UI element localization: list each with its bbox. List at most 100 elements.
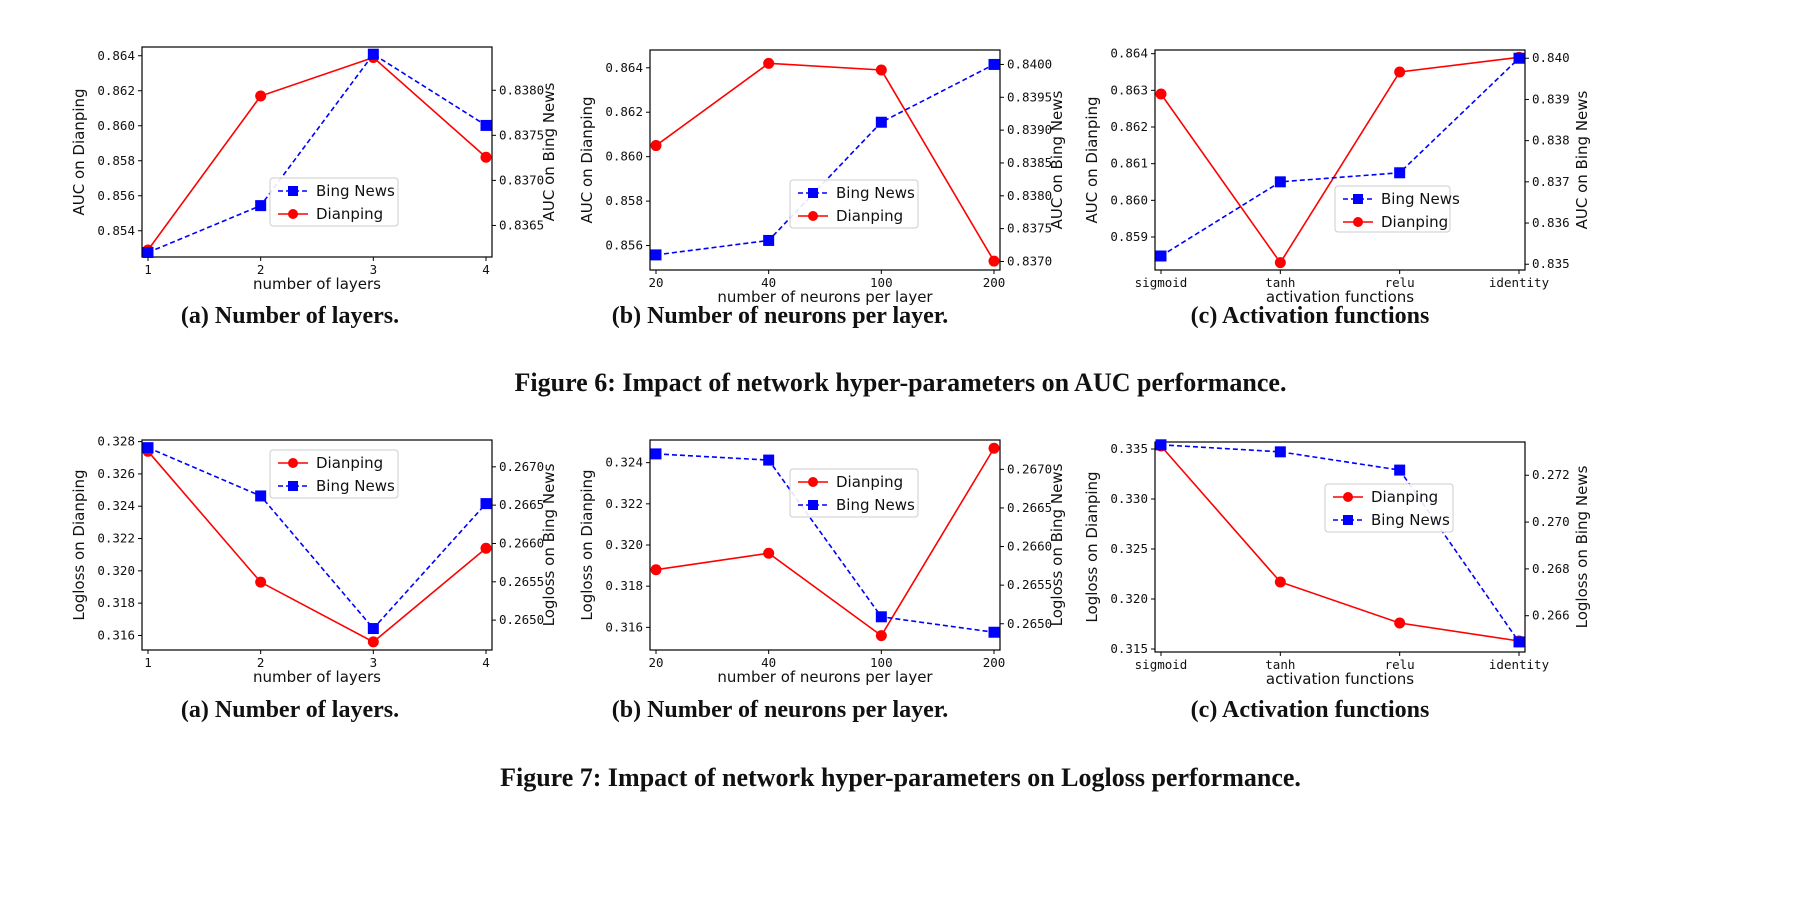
series-line-bing-news [1160, 444, 1520, 643]
y-tick-label: 0.860 [97, 118, 135, 133]
x-axis-label: number of neurons per layer [717, 288, 933, 306]
y-tick-label: 0.856 [605, 238, 643, 253]
chart-fig6-c-svg: sigmoid tanh relu identity 0.859 0.860 0.861 0.… [1083, 46, 1591, 306]
y2-tick-label: 0.8380 [1007, 188, 1052, 203]
y-axis-label: Logloss on Dianping [1083, 471, 1101, 622]
subcaption-fig6-b: (b) Number of neurons per layer. [611, 303, 949, 329]
legend-marker-bing-news [288, 481, 298, 491]
y2-tick-label: 0.270 [1532, 514, 1570, 529]
x-tick-label: 1 [144, 655, 152, 670]
point-bing-news [875, 116, 887, 128]
y-axis-label: AUC on Dianping [578, 96, 596, 223]
point-dianping [763, 547, 775, 559]
legend-marker-dianping [808, 477, 818, 487]
y2-tick-label: 0.272 [1532, 467, 1570, 482]
subcaption-fig7-a: (a) Number of layers. [180, 697, 400, 723]
x-tick-label: relu [1385, 657, 1415, 672]
y2-tick-label: 0.2650 [1007, 616, 1052, 631]
point-dianping [255, 90, 267, 102]
y2-tick-label: 0.8395 [1007, 89, 1052, 104]
point-dianping [1155, 88, 1167, 100]
y2-tick-label: 0.2650 [499, 612, 544, 627]
figure-6-caption: Figure 6: Impact of network hyper-parame… [514, 368, 1287, 397]
legend-label-dianping: Dianping [836, 473, 903, 491]
point-dianping [988, 255, 1000, 267]
point-dianping [650, 140, 662, 152]
x-axis-label: number of layers [253, 275, 381, 293]
y2-tick-label: 0.268 [1532, 561, 1570, 576]
y-tick-label: 0.861 [1110, 156, 1148, 171]
series-line-dianping [655, 62, 995, 262]
point-dianping [480, 542, 492, 554]
point-bing-news [367, 48, 379, 60]
point-bing-news [1155, 439, 1167, 451]
legend-label-dianping: Dianping [316, 205, 383, 223]
plot-frame [1154, 49, 1526, 271]
point-bing-news [142, 246, 154, 258]
series-line-bing-news [147, 446, 487, 630]
chart-fig6-a-svg: 1 2 3 4 0.854 0.856 0.858 0.860 0.862 0.864 0.8365… [70, 46, 558, 293]
x-tick-label: 1 [144, 262, 152, 277]
point-dianping [988, 442, 1000, 454]
point-dianping [763, 57, 775, 69]
x-tick-label: identity [1489, 657, 1550, 672]
y-tick-label: 0.864 [605, 60, 643, 75]
y-tick-label: 0.326 [97, 466, 135, 481]
y2-tick-label: 0.2660 [1007, 539, 1052, 554]
plot-frame [141, 46, 493, 258]
series-line-bing-news [1160, 57, 1520, 257]
y2-tick-label: 0.8370 [1007, 253, 1052, 268]
point-bing-news [1274, 446, 1286, 458]
point-bing-news [650, 249, 662, 261]
y2-tick-label: 0.837 [1532, 174, 1570, 189]
point-dianping [480, 151, 492, 163]
x-tick-label: sigmoid [1135, 275, 1188, 290]
series-line-dianping [655, 447, 995, 637]
x-tick-label: 2 [257, 262, 265, 277]
y2-tick-label: 0.2670 [499, 459, 544, 474]
y2-axis-label: AUC on Bing News [1048, 90, 1066, 229]
y-tick-label: 0.320 [1110, 591, 1148, 606]
y2-tick-label: 0.8375 [499, 127, 544, 142]
point-bing-news [1274, 176, 1286, 188]
point-bing-news [763, 234, 775, 246]
point-bing-news [650, 448, 662, 460]
series-line-dianping [147, 56, 487, 251]
series-line-bing-news [655, 453, 995, 634]
y-tick-label: 0.859 [1110, 229, 1148, 244]
x-axis-label: activation functions [1266, 288, 1414, 306]
y2-tick-label: 0.838 [1532, 133, 1570, 148]
x-tick-label: 200 [983, 275, 1006, 290]
y-tick-label: 0.315 [1110, 641, 1148, 656]
legend-label-dianping: Dianping [836, 207, 903, 225]
x-tick-label: 20 [648, 655, 663, 670]
point-bing-news [480, 119, 492, 131]
plot-frame [649, 49, 1001, 271]
legend-label-bing-news: Bing News [1381, 190, 1460, 208]
point-bing-news [988, 626, 1000, 638]
y2-axis-label: Logloss on Bing News [1048, 463, 1066, 626]
x-tick-label: 20 [648, 275, 663, 290]
y2-tick-label: 0.839 [1532, 91, 1570, 106]
y-tick-label: 0.335 [1110, 441, 1148, 456]
x-tick-label: 40 [761, 275, 776, 290]
point-bing-news [1513, 636, 1525, 648]
legend-marker-dianping [1343, 492, 1353, 502]
y-tick-label: 0.862 [605, 104, 643, 119]
chart-fig6-c: sigmoid tanh relu identity 0.859 0.860 0.861 0.… [1083, 40, 1591, 306]
y-tick-label: 0.862 [97, 83, 135, 98]
x-tick-label: sigmoid [1135, 657, 1188, 672]
x-tick-label: 3 [370, 262, 378, 277]
point-bing-news [875, 611, 887, 623]
chart-fig6-b-svg: 20 40 100 200 0.856 0.858 0.860 0.862 0.864 0.837… [578, 49, 1066, 306]
point-bing-news [255, 490, 267, 502]
y-tick-label: 0.864 [97, 48, 135, 63]
y-tick-label: 0.858 [97, 153, 135, 168]
point-dianping [1274, 576, 1286, 588]
y2-axis-label: AUC on Bing News [1573, 90, 1591, 229]
point-dianping [367, 636, 379, 648]
figure-7-caption: Figure 7: Impact of network hyper-parame… [500, 763, 1301, 792]
y-tick-label: 0.322 [97, 531, 135, 546]
y2-tick-label: 0.266 [1532, 608, 1570, 623]
legend-label-bing-news: Bing News [316, 182, 395, 200]
